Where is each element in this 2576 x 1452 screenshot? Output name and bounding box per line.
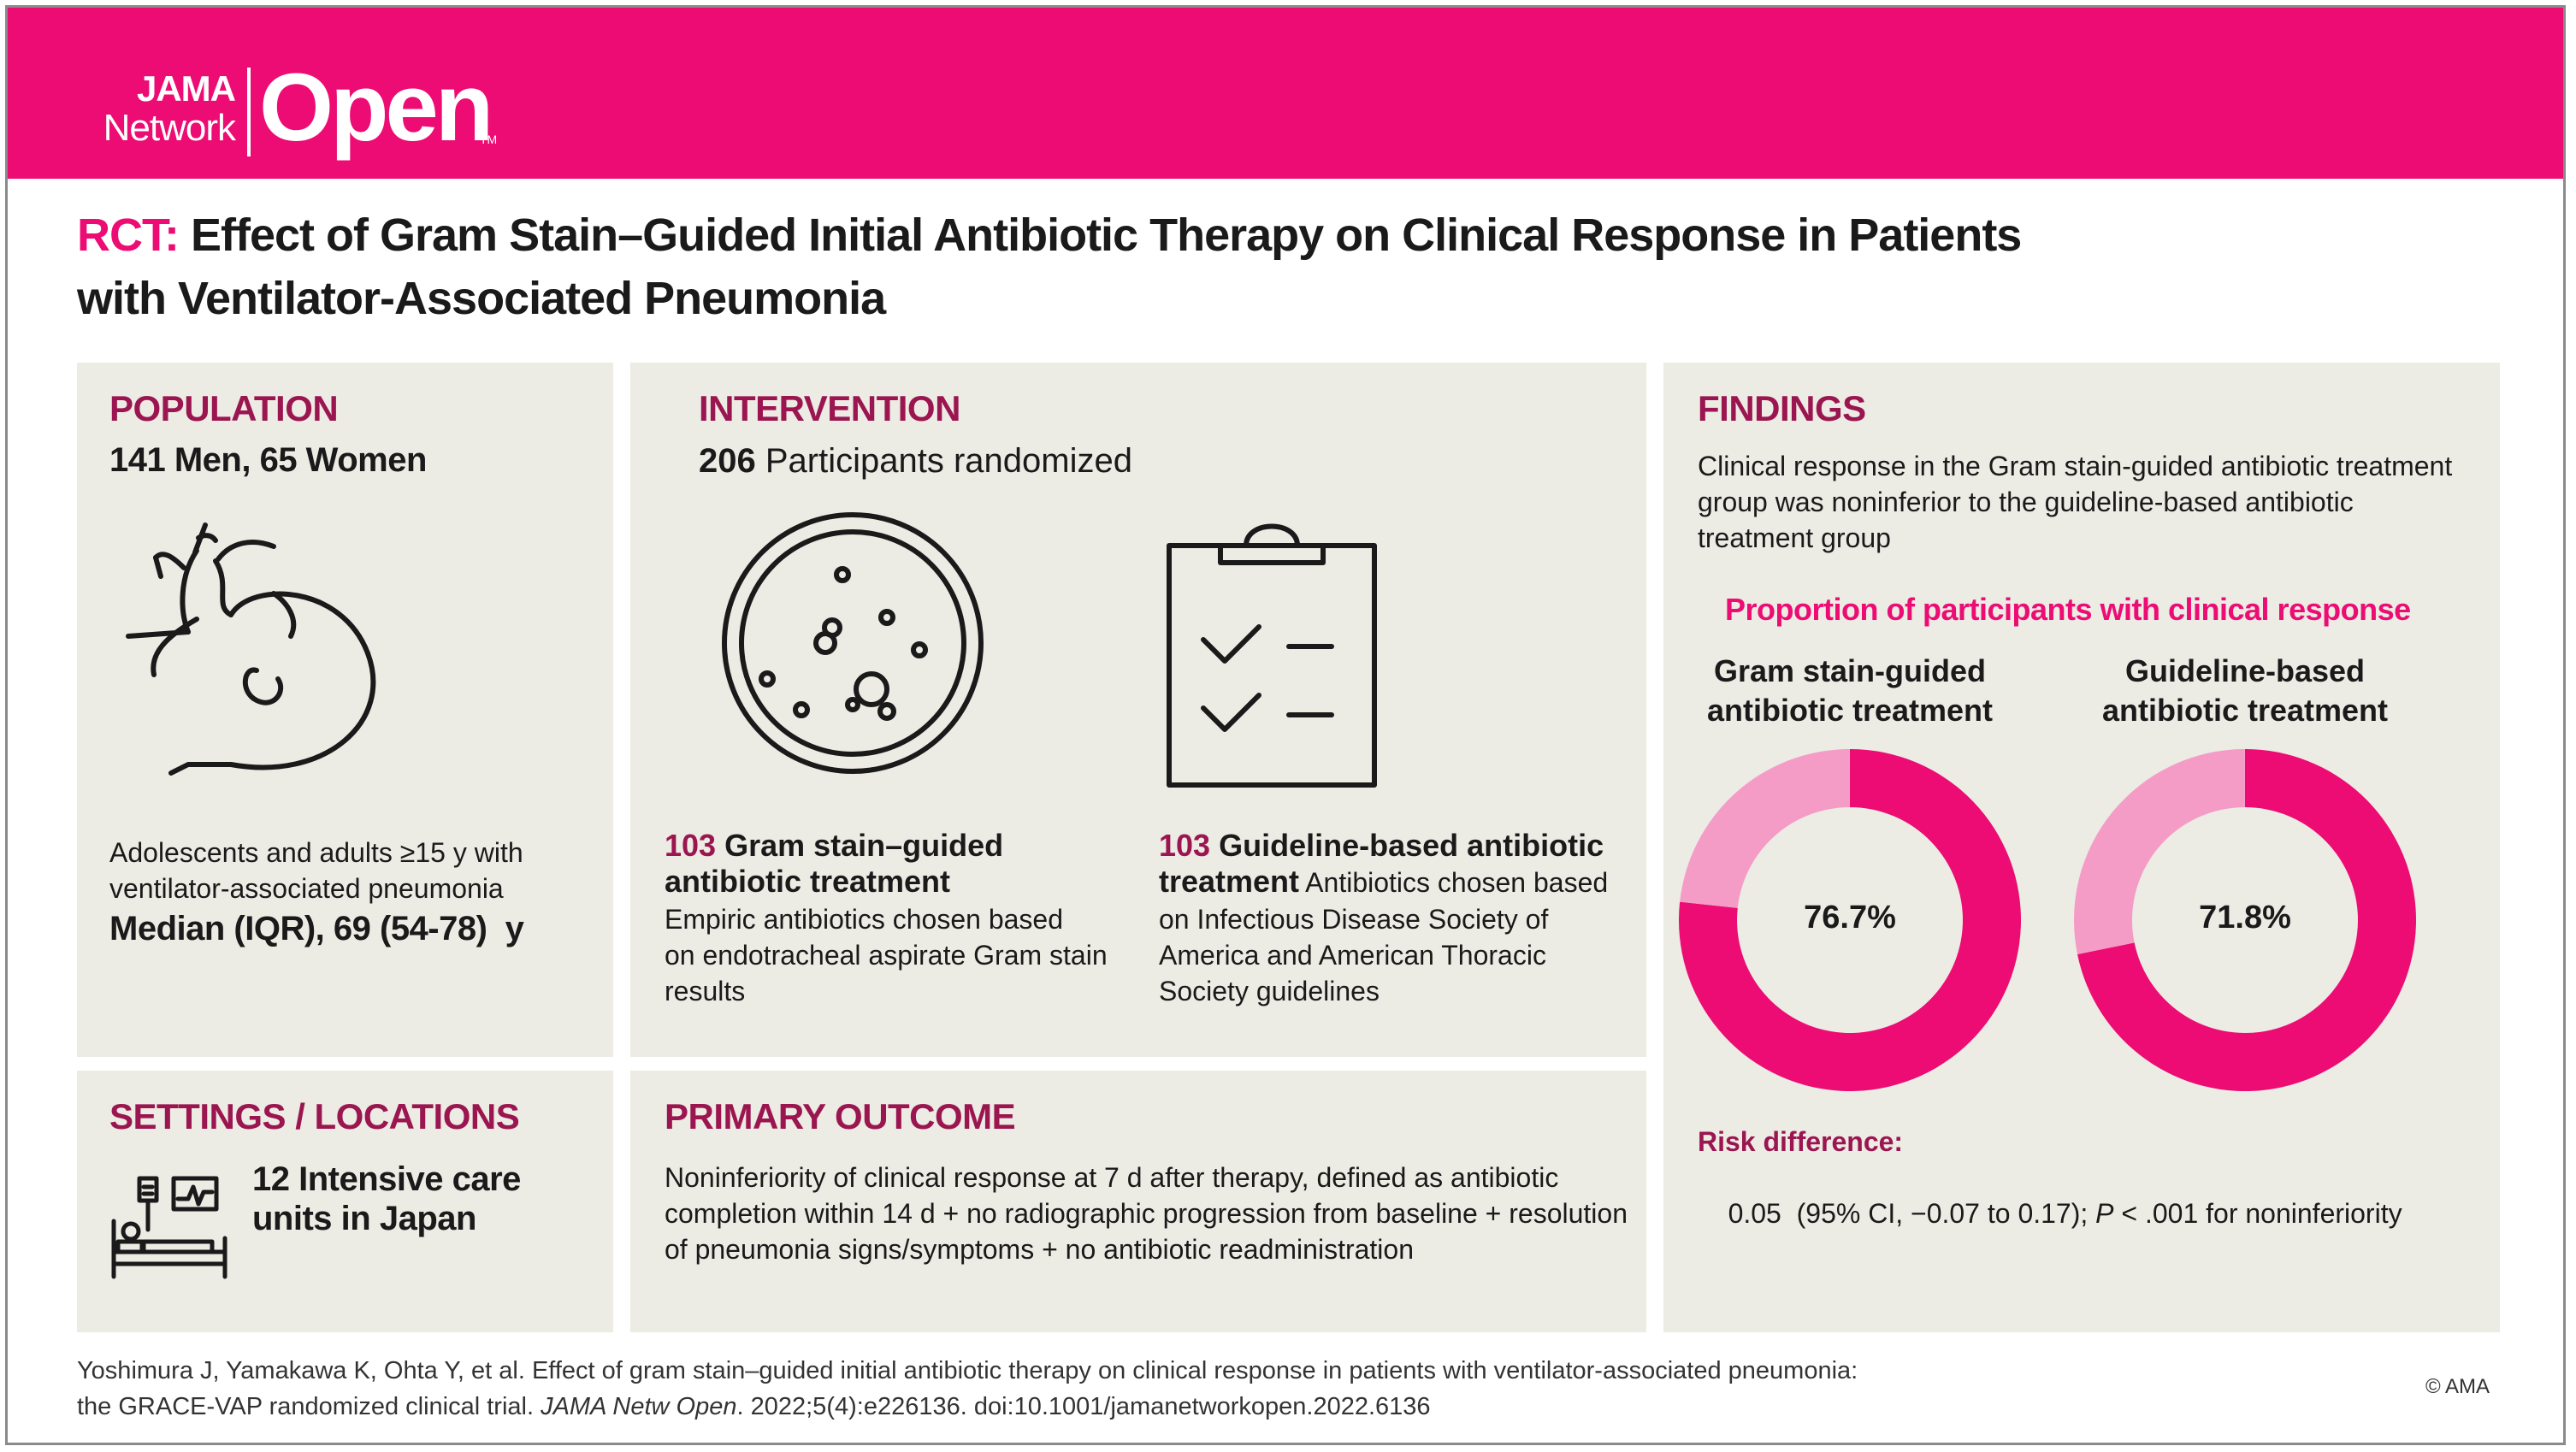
arm2-title: 103 Guideline-based antibiotic treatment…: [1159, 828, 1608, 900]
arm1-desc-line2: on endotracheal aspirate Gram stain: [665, 940, 1108, 971]
findings-heading: FINDINGS: [1698, 388, 1866, 428]
arm1-desc-line3: results: [665, 976, 746, 1006]
logo-jama: JAMA: [136, 68, 236, 109]
settings-line1: 12 Intensive care: [252, 1160, 521, 1198]
citation-line2b: . 2022;5(4):e226136. doi:10.1001/jamanet…: [736, 1393, 1431, 1420]
risk-p: P: [2095, 1198, 2114, 1229]
arm1-count: 103: [665, 828, 717, 863]
arm2-desc-line4: America and American Thoracic: [1159, 940, 1546, 971]
arm1-desc-line1: Empiric antibiotics chosen based: [665, 904, 1064, 935]
settings-text: 12 Intensive care units in Japan: [252, 1160, 521, 1238]
chart-group-label-1: Gram stain-guided antibiotic treatment: [1679, 652, 2021, 730]
donut-slice-response: [1679, 749, 2021, 1091]
group1-line1: Gram stain-guided: [1713, 653, 1987, 688]
donut-slice-response: [2077, 749, 2416, 1091]
population-desc-line2: ventilator-associated pneumonia: [109, 873, 504, 904]
chart-group-label-2: Guideline-based antibiotic treatment: [2074, 652, 2416, 730]
donut-slice-no-response: [2074, 749, 2245, 954]
header-banner: JAMA Network Open TM: [8, 8, 2563, 179]
primary-outcome-panel: PRIMARY OUTCOME Noninferiority of clinic…: [630, 1071, 1646, 1332]
intervention-panel: INTERVENTION 206 Participants randomized: [630, 363, 1646, 1057]
population-median: Median (IQR), 69 (54-78) y: [109, 910, 524, 947]
arm2-title-line1: Guideline-based antibiotic: [1210, 828, 1604, 863]
logo-trademark: TM: [480, 133, 498, 146]
primary-outcome-line2: completion within 14 d + no radiographic…: [665, 1198, 1628, 1229]
citation: Yoshimura J, Yamakawa K, Ohta Y, et al. …: [77, 1353, 2386, 1425]
intubated-patient-icon: [126, 522, 376, 776]
findings-line1: Clinical response in the Gram stain-guid…: [1698, 451, 2453, 481]
arm2-title-line2: treatment: [1159, 864, 1300, 899]
findings-text: Clinical response in the Gram stain-guid…: [1698, 448, 2452, 556]
donut-value-label-2: 71.8%: [2199, 900, 2291, 936]
randomized-label: Participants randomized: [755, 442, 1132, 480]
population-heading: POPULATION: [109, 388, 339, 428]
copyright: © AMA: [2425, 1375, 2490, 1398]
donut-value-label-1: 76.7%: [1804, 900, 1896, 936]
group1-line2: antibiotic treatment: [1706, 693, 1994, 728]
clipboard-checklist-icon: [1167, 523, 1377, 788]
findings-line2: group was noninferior to the guideline-b…: [1698, 487, 2354, 517]
intervention-heading: INTERVENTION: [699, 388, 960, 428]
page-title: RCT: Effect of Gram Stain–Guided Initial…: [77, 204, 2215, 330]
settings-line2: units in Japan: [252, 1200, 476, 1237]
settings-panel: SETTINGS / LOCATIONS 12 Intensive care u…: [77, 1071, 613, 1332]
chart-title: Proportion of participants with clinical…: [1725, 592, 2411, 627]
infographic-frame: [5, 5, 2566, 1445]
primary-outcome-heading: PRIMARY OUTCOME: [665, 1096, 1016, 1136]
logo-network: Network: [103, 107, 236, 149]
citation-line1: Yoshimura J, Yamakawa K, Ohta Y, et al. …: [77, 1357, 1858, 1384]
randomized-count: 206: [699, 442, 756, 480]
arm1-title-line1: Gram stain–guided: [716, 828, 1004, 863]
population-desc-line1: Adolescents and adults ≥15 y with: [109, 837, 523, 868]
risk-p-rest: < .001 for noninferiority: [2113, 1198, 2402, 1229]
title-line1: Effect of Gram Stain–Guided Initial Anti…: [191, 210, 2022, 261]
primary-outcome-line3: of pneumonia signs/symptoms + no antibio…: [665, 1234, 1414, 1265]
icu-bed-icon: [111, 1176, 227, 1279]
arm2-count: 103: [1159, 828, 1211, 863]
donut-chart-guideline: [2074, 749, 2416, 1091]
risk-difference-value: 0.05 (95% CI, −0.07 to 0.17); P < .001 f…: [1698, 1160, 2402, 1267]
risk-difference-label: Risk difference:: [1698, 1126, 1904, 1157]
logo-divider: [247, 68, 251, 156]
arm2-desc-line3: on Infectious Disease Society of: [1159, 904, 1549, 935]
donut-slice-no-response: [1680, 749, 1850, 908]
arm1-desc: Empiric antibiotics chosen based on endo…: [665, 901, 1108, 1009]
arm2-desc-line5: Society guidelines: [1159, 976, 1380, 1006]
primary-outcome-line1: Noninferiority of clinical response at 7…: [665, 1162, 1559, 1193]
group2-line2: antibiotic treatment: [2101, 693, 2389, 728]
arm1-title-line2: antibiotic treatment: [665, 864, 951, 899]
primary-outcome-text: Noninferiority of clinical response at 7…: [665, 1160, 1628, 1267]
citation-line2a: the GRACE-VAP randomized clinical trial.: [77, 1393, 541, 1420]
arm1-title: 103 Gram stain–guided antibiotic treatme…: [665, 828, 1003, 900]
risk-value: 0.05 (95% CI, −0.07 to 0.17);: [1728, 1198, 2096, 1229]
arm2-desc-line2-tail: Antibiotics chosen based: [1299, 867, 1609, 898]
findings-panel: FINDINGS Clinical response in the Gram s…: [1663, 363, 2500, 1332]
title-line2: with Ventilator-Associated Pneumonia: [77, 273, 886, 324]
donut-chart-gram-stain: [1679, 749, 2021, 1091]
arm2-desc: on Infectious Disease Society of America…: [1159, 901, 1548, 1009]
settings-heading: SETTINGS / LOCATIONS: [109, 1096, 520, 1136]
petri-dish-icon: [722, 512, 984, 774]
findings-line3: treatment group: [1698, 522, 1891, 553]
intervention-randomized: 206 Participants randomized: [699, 441, 1132, 481]
title-prefix: RCT:: [77, 210, 180, 261]
group2-line1: Guideline-based: [2124, 653, 2366, 688]
logo-open: Open: [259, 54, 493, 161]
population-panel: POPULATION 141 Men, 65 Women Adolescents…: [77, 363, 613, 1057]
population-summary: 141 Men, 65 Women: [109, 441, 427, 479]
citation-journal: JAMA Netw Open: [541, 1393, 737, 1420]
logo-left: JAMA Network: [85, 68, 236, 149]
